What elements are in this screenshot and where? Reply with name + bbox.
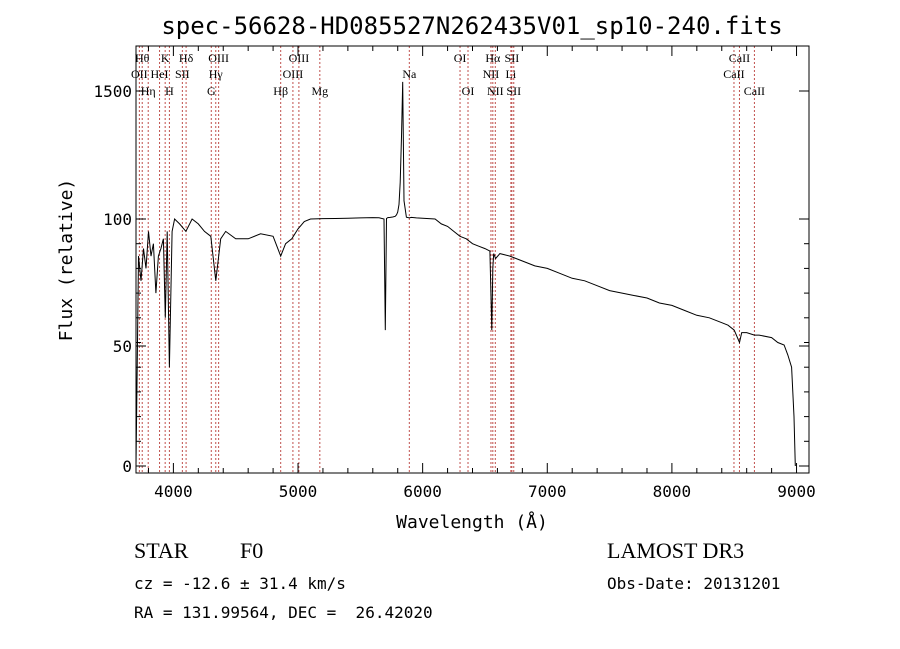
y-tick-label: 1500 [93,82,132,101]
line-marker-label: Mg [311,84,328,98]
x-axis-label: Wavelength (Å) [396,511,548,533]
line-marker-label: Hη [141,84,156,98]
y-axis-label: Flux (relative) [56,179,77,342]
line-marker-label: SII [175,67,190,81]
line-marker-label: CaII [729,51,750,65]
line-marker-label: Hδ [179,51,194,65]
line-marker-label: SII [506,84,521,98]
coordinates: RA = 131.99564, DEC = 26.42020 [134,603,433,622]
line-marker-label: H [165,84,174,98]
survey-name: LAMOST DR3 [607,538,745,563]
line-marker-label: HeI [151,67,169,81]
line-marker-label: NII [487,84,504,98]
line-marker-label: CaII [744,84,765,98]
x-tick-label: 7000 [528,482,567,501]
x-tick-label: 8000 [653,482,692,501]
obs-date: Obs-Date: 20131201 [607,574,781,593]
line-marker-label: G [207,84,216,98]
line-marker-label: Hα [485,51,501,65]
line-marker-label: Na [402,67,417,81]
line-marker-label: Hγ [209,67,224,81]
velocity-readout: cz = -12.6 ± 31.4 km/s [134,574,346,593]
line-marker-label: OI [454,51,467,65]
chart-title: spec-56628-HD085527N262435V01_sp10-240.f… [161,12,782,40]
y-tick-label: 0 [122,457,132,476]
line-marker-label: OII [131,67,148,81]
object-class: STAR [134,538,189,563]
y-tick-label: 100 [103,210,132,229]
line-marker-label: Li [506,67,517,81]
x-tick-label: 9000 [777,482,816,501]
line-marker-label: NII [483,67,500,81]
x-tick-label: 4000 [154,482,193,501]
spectral-subclass: F0 [240,538,264,563]
line-marker-label: Hθ [135,51,150,65]
line-marker-label: SII [505,51,520,65]
spectral-line-markers [138,46,755,473]
line-marker-label: Hβ [273,84,288,98]
x-tick-label: 5000 [279,482,318,501]
line-marker-label: OI [462,84,475,98]
x-tick-label: 6000 [403,482,442,501]
axis-ticks: 4000 5000 6000 7000 8000 9000 0 50 100 1500 [93,46,816,501]
y-tick-label: 50 [113,337,132,356]
line-marker-label: OIII [289,51,310,65]
line-marker-label: OIII [208,51,229,65]
spectrum-line [135,81,796,467]
plot-frame [135,45,810,474]
line-marker-label: CaII [723,67,744,81]
line-marker-label: K [161,51,170,65]
line-marker-label: OIII [283,67,304,81]
spectral-line-labels: HθOIIHηHeIKHSIIHδGHγOIIIHβOIIIOIIIMgNaOI… [131,51,765,98]
